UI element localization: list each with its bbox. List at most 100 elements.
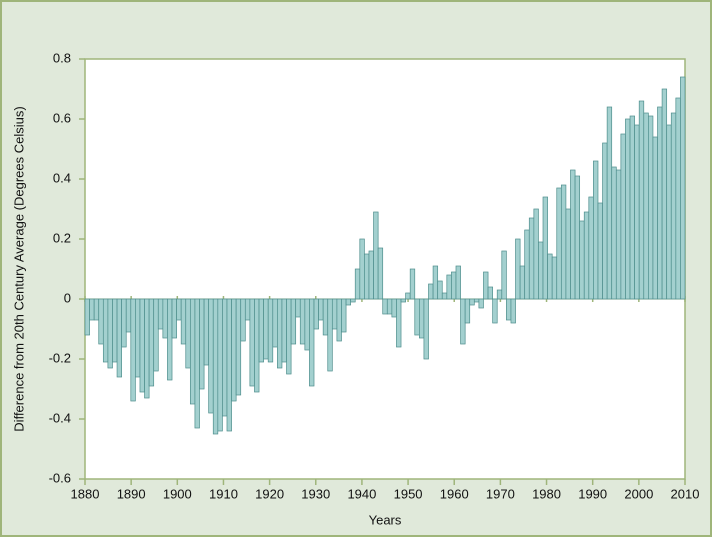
bar	[451, 271, 457, 300]
x-tick-label: 2000	[624, 486, 653, 501]
y-tick-label: 0	[64, 290, 71, 305]
bar	[135, 298, 141, 378]
bar	[102, 298, 109, 363]
bar	[244, 298, 251, 321]
bar	[98, 298, 104, 345]
bar	[304, 298, 310, 351]
bar	[400, 298, 406, 303]
x-tick-label: 1980	[532, 486, 561, 501]
bar	[634, 124, 640, 300]
bar	[84, 298, 90, 336]
bar	[368, 250, 374, 300]
bar	[226, 298, 232, 432]
bar	[533, 208, 539, 300]
y-tick-label: 0.2	[53, 230, 71, 245]
bar	[267, 298, 274, 363]
bar	[167, 298, 173, 381]
x-tick-label: 1880	[71, 486, 100, 501]
bar	[281, 298, 287, 363]
bar	[93, 298, 100, 321]
bar	[364, 253, 370, 300]
bar	[89, 298, 95, 321]
x-tick-label: 1960	[440, 486, 469, 501]
bar	[652, 136, 658, 300]
bar	[125, 298, 132, 333]
bar	[593, 160, 599, 300]
bar	[373, 211, 379, 300]
bar	[492, 298, 498, 324]
bar	[222, 298, 228, 417]
bar	[322, 298, 329, 336]
bar	[570, 169, 576, 300]
bar	[675, 97, 681, 300]
y-tick-label: 0.6	[53, 110, 71, 125]
bar	[107, 298, 113, 369]
bar	[670, 112, 677, 300]
bar	[176, 298, 182, 321]
bar	[217, 298, 223, 432]
bar	[565, 208, 571, 300]
bar	[460, 298, 466, 345]
bar	[506, 298, 512, 321]
bar	[203, 298, 210, 366]
bar	[391, 298, 397, 318]
bar	[327, 298, 333, 372]
bar	[597, 202, 603, 300]
y-tick-label: -0.6	[49, 470, 71, 485]
bar	[318, 298, 324, 321]
bar	[648, 115, 654, 300]
bar	[313, 298, 319, 330]
bar	[309, 298, 315, 387]
bar	[130, 298, 136, 402]
bar	[180, 298, 187, 345]
bar	[341, 298, 347, 333]
bar	[331, 298, 338, 330]
bar	[212, 298, 219, 435]
bar	[547, 253, 553, 300]
bar	[290, 298, 297, 345]
bar	[189, 298, 196, 405]
bar	[519, 265, 526, 300]
bar	[208, 298, 214, 414]
x-tick-label: 1950	[394, 486, 423, 501]
bar	[579, 220, 585, 300]
bar	[620, 133, 626, 300]
bar	[185, 298, 191, 369]
y-tick-label: 0.8	[53, 50, 71, 65]
bar	[359, 238, 365, 300]
bar	[171, 298, 177, 339]
bar	[510, 298, 516, 324]
bar	[441, 292, 448, 300]
bar	[469, 298, 475, 306]
bar	[574, 175, 581, 300]
bar	[396, 298, 402, 348]
bar	[666, 124, 672, 300]
bar	[121, 298, 127, 348]
x-tick-label: 1890	[117, 486, 146, 501]
bar	[455, 265, 461, 300]
bar	[419, 298, 425, 339]
bar	[231, 298, 237, 402]
bar	[473, 298, 480, 303]
bar	[428, 283, 434, 300]
bar	[286, 298, 292, 375]
bar	[657, 106, 663, 300]
bar	[464, 298, 471, 324]
bar	[560, 184, 567, 300]
bar	[496, 289, 503, 300]
x-axis-label: Years	[369, 512, 402, 527]
bar	[583, 211, 590, 300]
bar	[235, 298, 242, 396]
bar	[409, 268, 416, 300]
bar	[602, 142, 608, 300]
y-tick-label: -0.2	[49, 350, 71, 365]
bar	[263, 298, 269, 360]
bar	[249, 298, 255, 387]
bar	[661, 88, 668, 300]
bar	[144, 298, 150, 399]
bar	[588, 196, 594, 300]
x-tick-label: 1910	[209, 486, 238, 501]
bar	[528, 217, 535, 300]
bar	[139, 298, 145, 393]
bar	[423, 298, 429, 360]
